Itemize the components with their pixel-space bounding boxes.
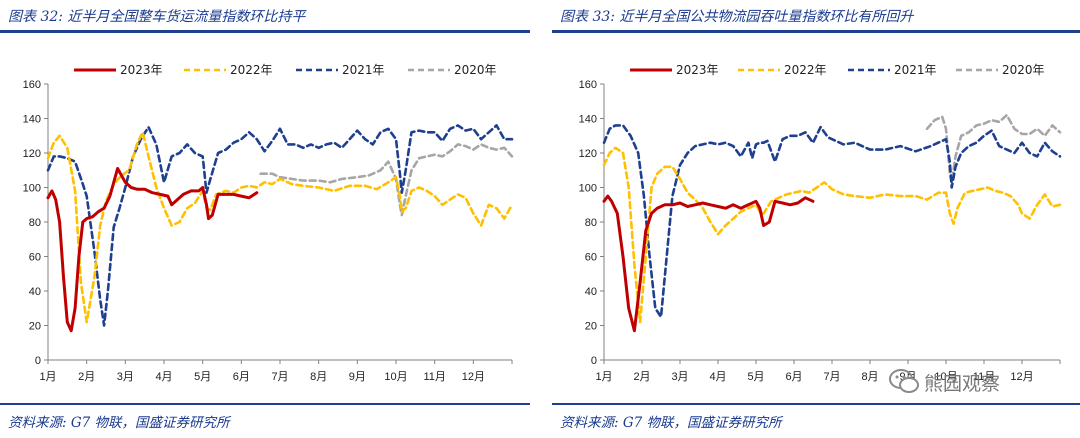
x-tick-label: 10月: [384, 371, 407, 383]
line-chart-trucking: 0 20 40 60 80 100 120 140 160 1月 2月 3月 4月 5月 6月 7月 8月 9月 1…: [23, 63, 514, 383]
x-tick-label: 1月: [39, 371, 56, 383]
y-tick-label: 40: [29, 286, 41, 298]
source-rule: [552, 403, 1080, 405]
legend-label: 2023年: [676, 63, 719, 77]
legend-label: 2021年: [342, 63, 385, 77]
x-tick-label: 3月: [671, 371, 688, 383]
x-tick-label: 2月: [78, 371, 95, 383]
chart-title: 图表 33: 近半月全国公共物流园吞吐量指数环比有所回升: [560, 9, 914, 25]
title-rule: [552, 30, 1080, 33]
legend-label: 2022年: [784, 63, 827, 77]
x-tick-label: 3月: [117, 371, 134, 383]
source-note: 资料来源: G7 物联，国盛证券研究所: [560, 415, 782, 431]
y-tick-label: 100: [23, 183, 41, 195]
x-tick-label: 4月: [709, 371, 726, 383]
x-tick-label: 12月: [1010, 371, 1033, 383]
y-tick-label: 80: [29, 217, 41, 229]
y-tick-label: 140: [23, 114, 41, 126]
y-tick-label: 120: [23, 148, 41, 160]
y-tick-label: 60: [585, 252, 597, 264]
legend-label: 2021年: [894, 63, 937, 77]
x-tick-label: 10月: [934, 371, 957, 383]
series-line-2020年: [925, 113, 1062, 184]
source-note: 资料来源: G7 物联，国盛证券研究所: [8, 415, 230, 431]
y-tick-label: 0: [591, 355, 597, 367]
x-tick-label: 4月: [155, 371, 172, 383]
x-tick-label: 9月: [349, 371, 366, 383]
x-tick-label: 5月: [747, 371, 764, 383]
y-tick-label: 40: [585, 286, 597, 298]
x-tick-label: 6月: [233, 371, 250, 383]
x-tick-label: 1月: [595, 371, 612, 383]
y-tick-label: 120: [579, 148, 597, 160]
source-rule: [0, 403, 530, 405]
y-tick-label: 140: [579, 114, 597, 126]
x-tick-label: 7月: [823, 371, 840, 383]
y-tick-label: 80: [585, 217, 597, 229]
x-tick-label: 8月: [861, 371, 878, 383]
series-line-2023年: [46, 167, 259, 333]
x-tick-label: 11月: [423, 371, 445, 383]
y-tick-label: 160: [23, 79, 41, 91]
x-tick-label: 6月: [785, 371, 802, 383]
y-tick-label: 60: [29, 252, 41, 264]
series-line-2021年: [602, 124, 1062, 319]
y-tick-label: 20: [29, 321, 41, 333]
legend-label: 2022年: [230, 63, 273, 77]
legend-label: 2020年: [1002, 63, 1045, 77]
x-tick-label: 12月: [462, 371, 485, 383]
watermark-text: 熊园观察: [924, 373, 1001, 395]
x-tick-label: 8月: [310, 371, 327, 383]
chart-panel-left: 图表 32: 近半月全国整车货运流量指数环比持平 0 20 40 60 80 100 120…: [0, 0, 530, 438]
watermark: 熊园观察: [888, 366, 1068, 402]
y-tick-label: 20: [585, 321, 597, 333]
wechat-icon: [889, 369, 919, 393]
x-tick-label: 2月: [633, 371, 650, 383]
x-tick-label: 11月: [973, 371, 995, 383]
x-tick-label: 5月: [194, 371, 211, 383]
y-tick-label: 100: [579, 183, 597, 195]
legend-label: 2023年: [120, 63, 163, 77]
series-line-2023年: [602, 194, 815, 333]
chart-panel-right: 图表 33: 近半月全国公共物流园吞吐量指数环比有所回升 0 20 40 60 80 10…: [552, 0, 1080, 438]
series-line-2020年: [259, 143, 514, 217]
y-tick-label: 0: [35, 355, 41, 367]
chart-title: 图表 32: 近半月全国整车货运流量指数环比持平: [8, 9, 306, 25]
legend-label: 2020年: [454, 63, 497, 77]
x-tick-label: 7月: [271, 371, 288, 383]
title-rule: [0, 30, 530, 33]
series-line-2022年: [602, 146, 1062, 324]
series-line-2021年: [46, 124, 514, 327]
y-tick-label: 160: [579, 79, 597, 91]
series-line-2022年: [46, 131, 514, 324]
